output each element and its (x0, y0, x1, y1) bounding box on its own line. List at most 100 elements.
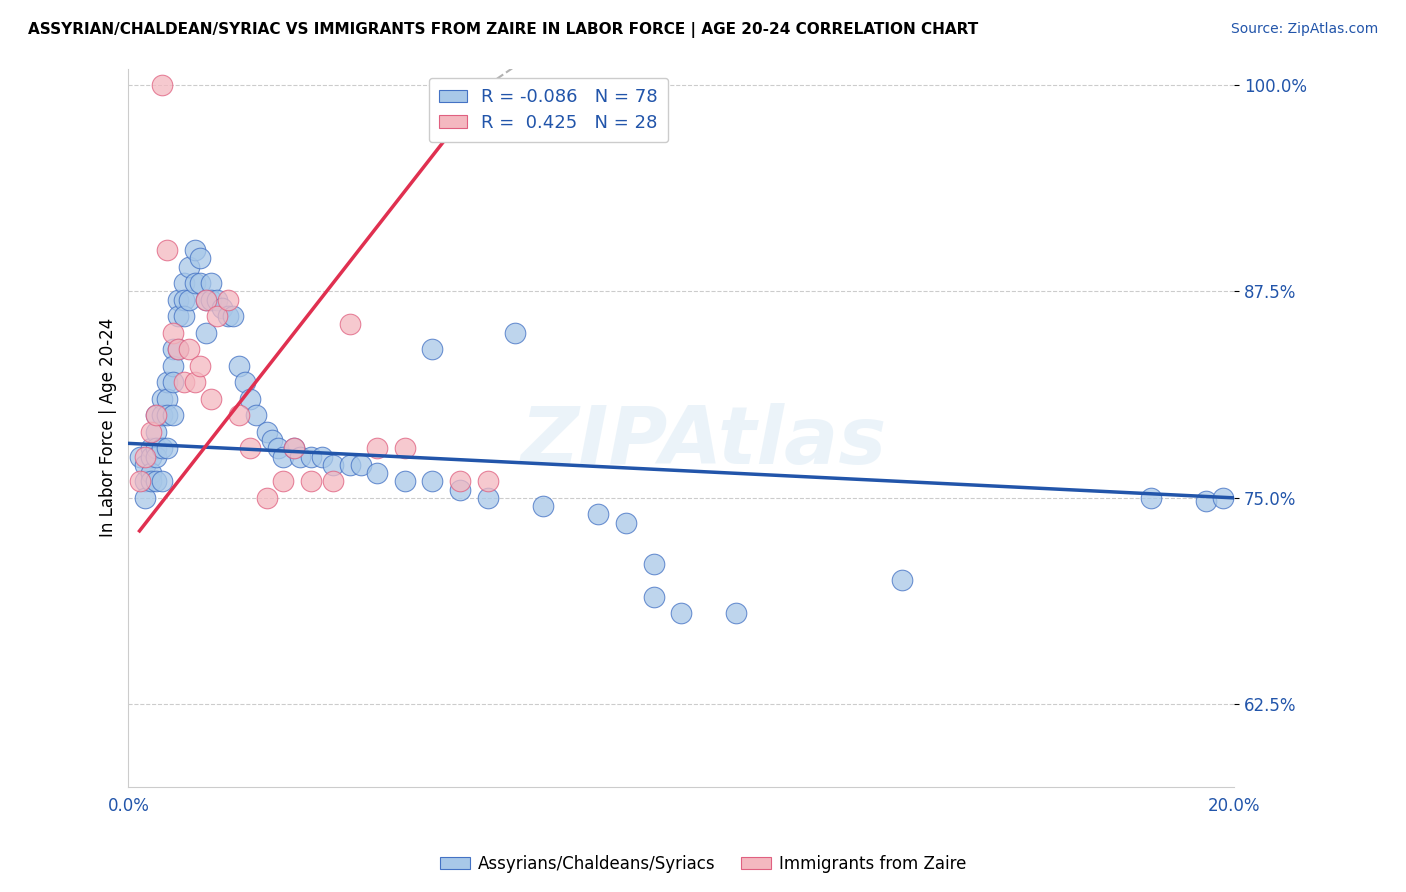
Point (179, 293, 201, 307)
Point (167, 310, 190, 324)
Point (531, 499, 554, 513)
Point (173, 276, 195, 290)
Point (162, 359, 184, 373)
Point (145, 425, 167, 439)
Point (134, 458, 156, 472)
Text: ASSYRIAN/CHALDEAN/SYRIAC VS IMMIGRANTS FROM ZAIRE IN LABOR FORCE | AGE 20-24 COR: ASSYRIAN/CHALDEAN/SYRIAC VS IMMIGRANTS F… (28, 22, 979, 38)
Point (256, 491, 278, 505)
Point (194, 326, 217, 340)
Point (891, 574, 914, 588)
Point (222, 310, 245, 324)
Point (239, 442, 262, 456)
Point (205, 293, 228, 307)
Point (156, 243, 179, 257)
Point (128, 475, 150, 489)
Point (150, 442, 173, 456)
Point (134, 475, 156, 489)
Point (134, 491, 156, 505)
Point (311, 450, 333, 464)
Point (145, 475, 167, 489)
Text: Source: ZipAtlas.com: Source: ZipAtlas.com (1230, 22, 1378, 37)
Point (299, 450, 322, 464)
Point (1195, 494, 1218, 508)
Point (162, 343, 184, 357)
Point (162, 409, 184, 423)
Y-axis label: In Labor Force | Age 20-24: In Labor Force | Age 20-24 (100, 318, 117, 537)
Point (422, 343, 444, 357)
Point (262, 433, 284, 447)
Point (150, 475, 173, 489)
Point (643, 557, 665, 571)
Point (139, 450, 162, 464)
Point (184, 376, 207, 390)
Point (366, 442, 388, 456)
Point (156, 376, 179, 390)
Point (194, 293, 217, 307)
Point (145, 442, 167, 456)
Point (156, 409, 179, 423)
Point (449, 475, 471, 489)
Point (394, 475, 416, 489)
Point (188, 276, 211, 290)
Point (173, 310, 195, 324)
Point (239, 392, 262, 406)
Point (194, 293, 217, 307)
Point (211, 301, 233, 315)
Point (256, 425, 278, 439)
Point (156, 442, 179, 456)
Point (643, 590, 665, 604)
Point (669, 607, 692, 621)
Point (150, 409, 173, 423)
Point (449, 483, 471, 497)
Point (145, 409, 167, 423)
Point (477, 491, 499, 505)
Point (725, 607, 748, 621)
Point (200, 276, 222, 290)
Point (150, 78, 173, 92)
Point (271, 450, 294, 464)
Point (200, 293, 222, 307)
Point (228, 409, 250, 423)
Point (184, 243, 207, 257)
Point (245, 409, 267, 423)
Point (288, 450, 311, 464)
Point (1212, 491, 1234, 505)
Point (505, 326, 527, 340)
Point (150, 392, 173, 406)
Point (339, 318, 361, 332)
Point (145, 409, 167, 423)
Point (217, 310, 239, 324)
Point (128, 450, 150, 464)
Point (299, 475, 322, 489)
Point (366, 466, 388, 480)
Point (422, 475, 444, 489)
Point (173, 293, 195, 307)
Point (477, 475, 499, 489)
Point (233, 376, 256, 390)
Point (139, 425, 162, 439)
Point (156, 392, 179, 406)
Point (162, 376, 184, 390)
Point (200, 392, 222, 406)
Point (205, 310, 228, 324)
Point (179, 343, 201, 357)
Point (1140, 491, 1163, 505)
Point (134, 450, 156, 464)
Point (145, 450, 167, 464)
Point (173, 376, 195, 390)
Point (588, 508, 610, 522)
Point (322, 475, 344, 489)
Legend: Assyrians/Chaldeans/Syriacs, Immigrants from Zaire: Assyrians/Chaldeans/Syriacs, Immigrants … (433, 848, 973, 880)
Legend: R = -0.086   N = 78, R =  0.425   N = 28: R = -0.086 N = 78, R = 0.425 N = 28 (429, 78, 668, 143)
Text: ZIPAtlas: ZIPAtlas (520, 403, 886, 481)
Point (267, 442, 290, 456)
Point (614, 516, 637, 530)
Point (139, 475, 162, 489)
Point (188, 252, 211, 266)
Point (167, 343, 190, 357)
Point (139, 442, 162, 456)
Point (188, 359, 211, 373)
Point (139, 466, 162, 480)
Point (184, 276, 207, 290)
Point (179, 260, 201, 274)
